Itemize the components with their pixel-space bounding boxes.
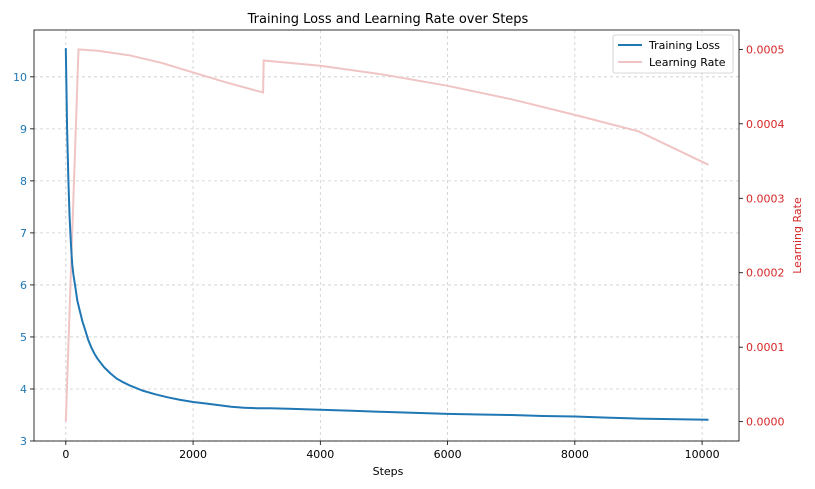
training-loss-line — [64, 48, 709, 421]
legend-label-learning-rate: Learning Rate — [649, 56, 726, 69]
left-y-tick-label: 3 — [20, 435, 27, 448]
left-y-tick-label: 6 — [20, 279, 27, 292]
legend: Training Loss Learning Rate — [612, 34, 734, 74]
x-tick-label: 6000 — [434, 448, 462, 461]
left-y-tick-label: 5 — [20, 331, 27, 344]
right-y-tick-label: 0.0005 — [746, 43, 785, 56]
x-axis: 0 2000 4000 6000 8000 10000 — [62, 441, 720, 461]
left-y-tick-label: 4 — [20, 383, 27, 396]
right-y-tick-label: 0.0003 — [746, 192, 785, 205]
x-tick-label: 10000 — [685, 448, 720, 461]
right-y-axis-label: Learning Rate — [791, 197, 804, 274]
left-y-tick-label: 8 — [20, 175, 27, 188]
x-tick-label: 0 — [62, 448, 69, 461]
left-y-tick-label: 10 — [13, 71, 27, 84]
training-loss-series — [64, 48, 709, 421]
plot-frame — [33, 29, 740, 442]
right-y-axis: 0.0000 0.0001 0.0002 0.0003 0.0004 0.0005 — [739, 43, 785, 429]
legend-box — [612, 34, 734, 74]
x-tick-label: 8000 — [561, 448, 589, 461]
left-y-axis: 3 4 5 6 7 8 9 10 — [13, 71, 34, 448]
learning-rate-line — [64, 48, 709, 422]
right-y-tick-label: 0.0002 — [746, 267, 785, 280]
x-tick-label: 4000 — [306, 448, 334, 461]
right-y-tick-label: 0.0004 — [746, 118, 785, 131]
right-y-tick-label: 0.0001 — [746, 341, 785, 354]
chart-title: Training Loss and Learning Rate over Ste… — [247, 12, 529, 27]
left-y-tick-label: 9 — [20, 123, 27, 136]
x-axis-label: Steps — [373, 465, 404, 478]
learning-rate-series — [64, 48, 709, 422]
right-y-tick-label: 0.0000 — [746, 416, 785, 429]
left-y-tick-label: 7 — [20, 227, 27, 240]
legend-label-training-loss: Training Loss — [648, 39, 720, 52]
x-tick-label: 2000 — [179, 448, 207, 461]
